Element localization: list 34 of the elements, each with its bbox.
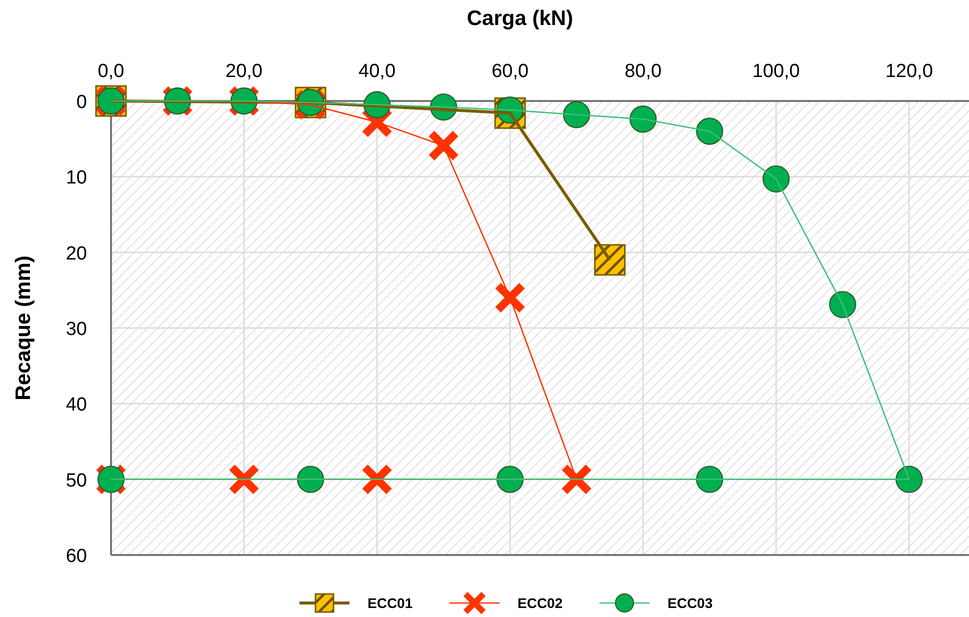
x-tick-label: 60,0	[492, 61, 529, 82]
point	[829, 290, 856, 318]
y-tick-label: 50	[66, 470, 87, 492]
y-tick-label: 10	[66, 168, 87, 189]
point	[428, 130, 460, 162]
y-tick-label: 40	[66, 394, 87, 416]
point	[494, 282, 526, 314]
point	[562, 101, 590, 128]
point	[296, 466, 324, 493]
x-axis-title: Carga (kN)	[466, 7, 574, 30]
y-tick-label: 20	[66, 243, 87, 264]
y-axis-title: Recaque (mm)	[12, 256, 35, 400]
x-tick-label: 100,0	[752, 61, 800, 82]
x-tick-label: 0,0	[98, 61, 124, 82]
x-tick-label: 20,0	[226, 61, 263, 82]
point	[762, 165, 790, 193]
point	[629, 106, 657, 133]
point	[594, 244, 626, 276]
legend-label: ECC02	[518, 595, 563, 611]
y-tick-label: 30	[66, 319, 87, 340]
y-tick-label: 60	[66, 546, 87, 567]
point	[496, 466, 524, 493]
point	[361, 463, 393, 496]
point	[560, 463, 592, 496]
point	[896, 466, 923, 493]
point	[228, 463, 260, 496]
y-tick-label: 0	[76, 92, 87, 113]
x-tick-label: 80,0	[624, 61, 662, 82]
x-tick-label: 40,0	[358, 61, 396, 82]
legend-label: ECC03	[668, 595, 713, 611]
legend-label: ECC01	[368, 595, 413, 611]
x-tick-label: 120,0	[885, 61, 933, 82]
point	[696, 466, 724, 493]
point	[696, 118, 724, 145]
